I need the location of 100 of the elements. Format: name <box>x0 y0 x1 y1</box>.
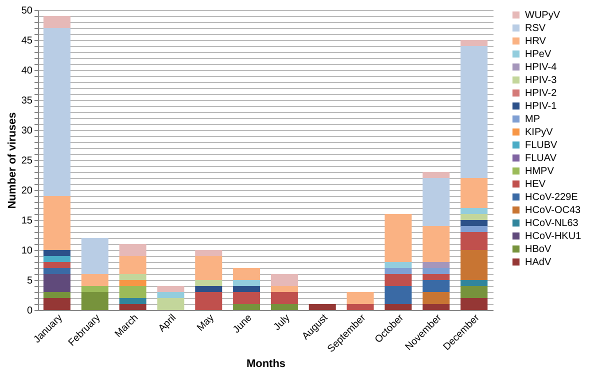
y-tick-label: 0 <box>26 306 33 316</box>
bar <box>119 286 146 298</box>
legend-label: HEV <box>525 179 546 190</box>
bar <box>460 250 488 280</box>
bar <box>43 298 70 310</box>
bar <box>270 304 298 310</box>
bar <box>384 214 412 262</box>
y-tick-label: 30 <box>21 126 33 136</box>
bar <box>233 268 260 280</box>
y-tick-label: 20 <box>21 186 33 196</box>
bar <box>43 268 70 274</box>
legend-label: HRV <box>525 36 546 47</box>
bar <box>422 304 450 310</box>
bar <box>119 274 146 280</box>
legend-label: MP <box>525 114 540 125</box>
bar <box>233 292 260 304</box>
bar <box>384 274 412 286</box>
bar <box>384 286 412 304</box>
legend-label: HAdV <box>525 257 552 268</box>
legend-label: FLUBV <box>525 140 558 151</box>
y-tick-label: 10 <box>21 246 33 256</box>
bar <box>460 46 488 178</box>
bar <box>157 298 184 310</box>
bar <box>119 256 146 274</box>
bar <box>195 256 222 280</box>
bar <box>308 304 336 310</box>
bar <box>233 280 260 286</box>
bar <box>422 292 450 304</box>
y-tick-label: 40 <box>21 66 33 76</box>
legend-label: HPIV-1 <box>525 101 558 112</box>
bar <box>119 280 146 286</box>
bar <box>233 286 260 292</box>
legend-label: KIPyV <box>525 127 554 138</box>
legend-label: HCoV-OC43 <box>525 205 582 216</box>
bar <box>43 262 70 268</box>
bar <box>346 304 374 310</box>
bar <box>270 292 298 304</box>
bar <box>422 274 450 280</box>
bar <box>119 298 146 304</box>
bar <box>43 196 70 250</box>
bar <box>460 226 488 232</box>
legend-label: HCoV-HKU1 <box>525 231 582 242</box>
legend-label: HPIV-4 <box>525 62 558 73</box>
x-tick-label: July <box>272 312 292 333</box>
y-tick-label: 35 <box>21 96 33 106</box>
bar <box>460 40 488 46</box>
y-tick-label: 50 <box>21 6 33 16</box>
legend-label: HPIV-3 <box>525 75 558 86</box>
y-tick-label: 25 <box>21 156 33 166</box>
bar <box>43 16 70 28</box>
y-tick-label: 15 <box>21 216 33 226</box>
y-axis-title: Number of viruses <box>6 112 18 209</box>
bar <box>81 286 108 292</box>
bar <box>195 280 222 286</box>
y-tick-label: 45 <box>21 36 33 46</box>
bar <box>460 286 488 298</box>
bar <box>422 226 450 262</box>
legend-label: RSV <box>525 23 546 34</box>
bar <box>422 178 450 226</box>
bar <box>460 220 488 226</box>
bar <box>119 244 146 256</box>
bar <box>422 268 450 274</box>
bar <box>233 304 260 310</box>
bar <box>157 286 184 292</box>
legend-label: HBoV <box>525 244 552 255</box>
legend-label: HPIV-2 <box>525 88 558 99</box>
bar <box>43 274 70 292</box>
bar <box>195 292 222 310</box>
bar <box>422 280 450 292</box>
legend-label: FLUAV <box>525 153 557 164</box>
bar <box>460 178 488 208</box>
bar <box>460 232 488 250</box>
bar <box>384 268 412 274</box>
x-axis-title: Months <box>246 358 286 370</box>
legend-label: HCoV-229E <box>525 192 578 203</box>
bar <box>195 286 222 292</box>
bar <box>195 250 222 256</box>
bar <box>43 256 70 262</box>
bar <box>384 304 412 310</box>
bar <box>157 292 184 298</box>
legend-label: HPeV <box>525 49 552 60</box>
bar <box>43 250 70 256</box>
bar <box>384 262 412 268</box>
bar <box>81 292 108 310</box>
bar <box>460 214 488 220</box>
bar <box>81 274 108 286</box>
legend-label: HCoV-NL63 <box>525 218 579 229</box>
bar <box>346 292 374 304</box>
bar <box>460 208 488 214</box>
bar <box>460 280 488 286</box>
bar <box>270 274 298 286</box>
y-tick-label: 5 <box>26 276 33 286</box>
bar <box>460 298 488 310</box>
bar <box>81 238 108 274</box>
bar <box>43 28 70 196</box>
legend-label: WUPyV <box>525 10 560 21</box>
bar <box>119 304 146 310</box>
legend-label: HMPV <box>525 166 554 177</box>
bar <box>270 286 298 292</box>
bar <box>43 292 70 298</box>
